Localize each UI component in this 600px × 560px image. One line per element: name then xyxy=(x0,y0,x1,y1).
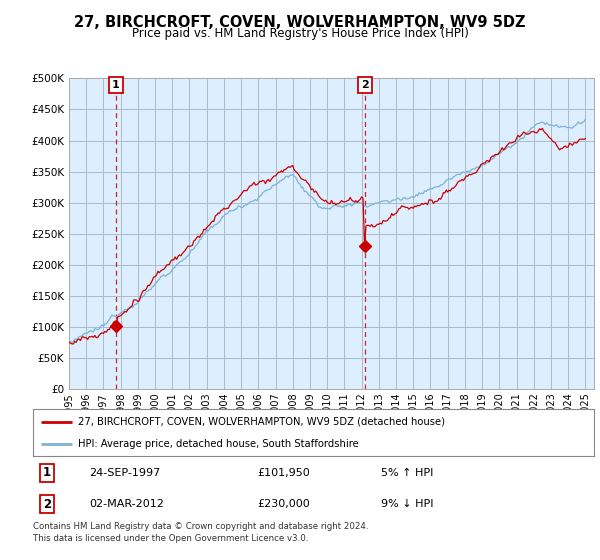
Text: 2: 2 xyxy=(361,80,368,90)
Text: 2: 2 xyxy=(43,497,51,511)
Text: Contains HM Land Registry data © Crown copyright and database right 2024.
This d: Contains HM Land Registry data © Crown c… xyxy=(33,522,368,543)
Text: HPI: Average price, detached house, South Staffordshire: HPI: Average price, detached house, Sout… xyxy=(78,438,359,449)
Text: 24-SEP-1997: 24-SEP-1997 xyxy=(89,468,160,478)
Text: 5% ↑ HPI: 5% ↑ HPI xyxy=(381,468,433,478)
Text: £101,950: £101,950 xyxy=(257,468,310,478)
Text: 27, BIRCHCROFT, COVEN, WOLVERHAMPTON, WV9 5DZ: 27, BIRCHCROFT, COVEN, WOLVERHAMPTON, WV… xyxy=(74,15,526,30)
Text: 9% ↓ HPI: 9% ↓ HPI xyxy=(381,499,433,509)
Text: 1: 1 xyxy=(112,80,120,90)
Text: 27, BIRCHCROFT, COVEN, WOLVERHAMPTON, WV9 5DZ (detached house): 27, BIRCHCROFT, COVEN, WOLVERHAMPTON, WV… xyxy=(78,417,445,427)
Text: £230,000: £230,000 xyxy=(257,499,310,509)
Text: 02-MAR-2012: 02-MAR-2012 xyxy=(89,499,164,509)
Text: Price paid vs. HM Land Registry's House Price Index (HPI): Price paid vs. HM Land Registry's House … xyxy=(131,27,469,40)
Text: 1: 1 xyxy=(43,466,51,479)
